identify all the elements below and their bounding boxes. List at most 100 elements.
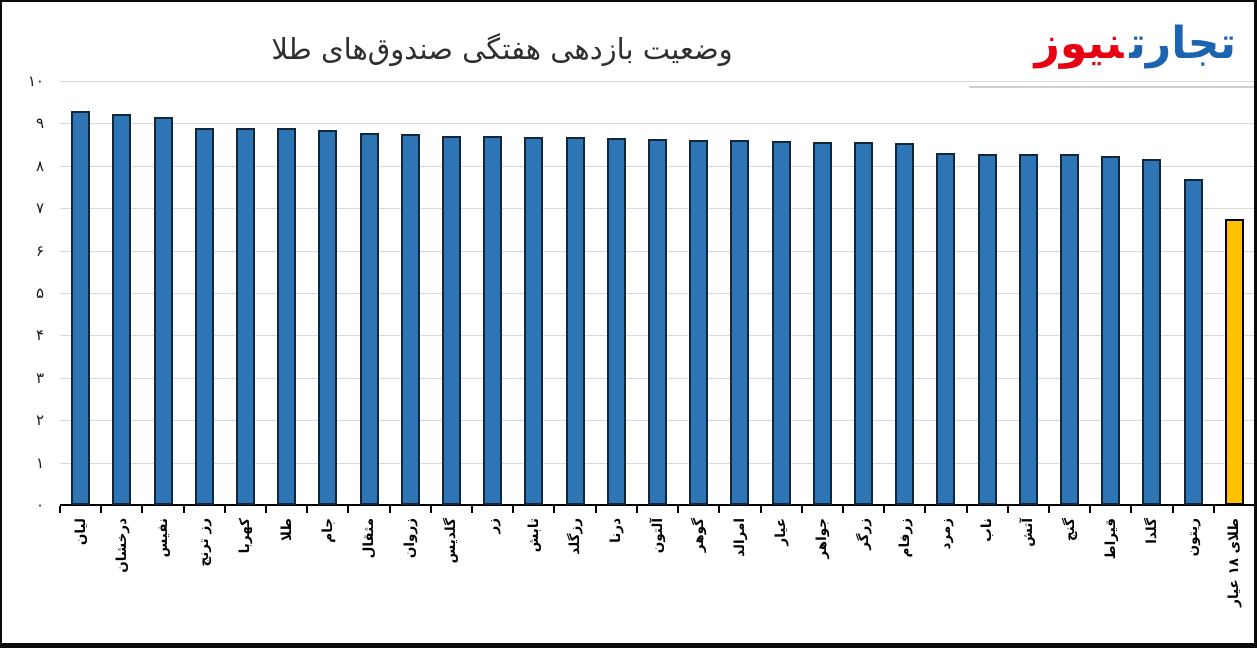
x-axis-tick [759,506,762,513]
x-axis-label-text: گنج [1061,518,1078,542]
x-axis-label: قیراط [1103,515,1144,559]
x-axis-label: نفیس [155,515,194,557]
x-axis-label: ریتون [1185,515,1223,556]
x-axis-label: آتش [1020,515,1049,547]
y-axis-tick-label: ۵ [35,284,44,302]
bar-گلدا [1142,158,1162,505]
x-axis-tick [1089,506,1092,513]
x-axis-label-text: درنا [608,518,625,543]
x-axis-label: امرالد [732,515,771,557]
bar-جام [318,129,338,505]
x-axis-label: درنا [608,515,633,543]
y-axis-tick-label: ۸ [35,156,44,175]
x-axis-tick [59,506,61,513]
x-axis-label: طلای ۱۸ عیار [1226,515,1254,607]
x-axis-label-text: درخشان [113,518,130,573]
x-axis-tick [800,506,803,513]
bar-گلدیس [441,136,461,505]
x-axis-label: زرفام [897,515,936,557]
x-axis-label-text: ریتون [1185,518,1202,557]
x-axis-label-text: مثقال [361,518,378,559]
x-axis-tick [223,506,226,513]
x-axis-label: جواهر [814,515,855,559]
x-axis-label: عیار [773,515,801,546]
x-axis-label-text: آتش [1020,518,1037,547]
x-axis-label: زرگر [856,515,888,550]
bar-طلا [277,128,297,505]
x-axis-tick [1006,506,1009,513]
bar-طلای ۱۸ عیار [1224,218,1244,505]
x-axis-label-text: امرالد [731,518,748,557]
x-axis-label: لیان [73,515,100,545]
x-axis-tick [1171,506,1174,513]
x-axis-tick [841,506,844,513]
x-axis-label-text: زرگر [855,518,872,550]
x-axis-tick [182,506,185,513]
bar-نفیس [153,117,173,505]
bar-گوهر [689,139,709,505]
x-axis-tick [471,506,474,513]
x-axis-label: تابش [526,515,560,552]
x-axis-tick [883,506,886,513]
x-axis-label-text: رزگلد [567,518,584,555]
bar-ریتون [1183,178,1203,505]
x-axis-tick [512,506,515,513]
y-axis-tick-label: ۱۰ [27,72,44,90]
x-axis-tick [1254,506,1256,513]
bar-ناب [977,153,997,505]
bar-رز ترنج [194,127,214,505]
x-axis-tick [924,506,927,513]
x-axis-label-text: گوهر [690,518,707,553]
x-axis-label: گلدیس [443,515,488,563]
x-axis-label-text: جام [319,518,336,543]
x-axis-tick [594,506,597,513]
x-axis-label: گلدا [1144,515,1170,544]
bar-درنا [606,138,626,505]
x-axis-tick [553,506,556,513]
x-axis-label: طلا [279,515,302,541]
x-axis-label-text: گلدا [1143,518,1160,544]
x-axis-tick [1130,506,1133,513]
bar-رزگلد [565,137,585,505]
x-axis-label: گوهر [691,515,725,552]
bar-امرالد [730,139,750,505]
x-axis-label-text: زرفام [896,518,913,558]
x-axis-tick [306,506,309,513]
bar-آلتون [648,139,667,505]
x-axis-label: زروان [402,515,442,558]
x-axis-label-text: زروان [402,518,419,559]
x-axis-tick [1047,506,1050,513]
x-axis-label: مثقال [361,515,401,558]
x-axis-label-text: قیراط [1102,518,1119,560]
x-axis-label: رزگلد [567,515,604,555]
bar-زرگر [854,142,874,505]
y-axis-tick-label: ۹ [35,114,44,133]
x-axis-label-text: زر [484,518,501,534]
logo-underline [969,86,1254,88]
x-axis-tick [347,506,350,513]
x-axis-label: زمرد [938,515,969,549]
x-axis-tick [265,506,268,513]
y-axis-tick-label: ۳ [35,368,44,387]
bar-قیراط [1101,156,1121,505]
y-axis-tick-label: ۰ [35,496,44,514]
bar-زر [483,136,503,505]
bar-آتش [1018,153,1038,505]
x-axis-label-text: تابش [525,518,542,553]
x-axis-label-text: کهربا [237,518,254,554]
x-axis-label-text: ناب [979,518,996,542]
logo-word-tejarat: تجارت [1129,18,1237,69]
x-axis-label-text: گلدیس [443,518,460,564]
x-axis-label: گنج [1062,515,1085,541]
x-axis-tick [635,506,638,513]
gridline [60,81,1254,82]
bar-زمرد [936,153,956,505]
bar-کهربا [235,128,255,505]
x-axis-label: ناب [979,515,1003,542]
y-axis-tick-label: ۲ [35,411,44,430]
bar-جواهر [812,142,832,505]
x-axis-tick [718,506,721,513]
bar-گنج [1060,154,1080,505]
x-axis-label: آلتون [650,515,685,553]
x-axis-label: کهربا [237,515,272,553]
